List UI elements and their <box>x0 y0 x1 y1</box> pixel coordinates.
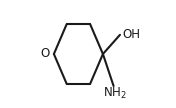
Text: OH: OH <box>122 28 140 41</box>
Text: O: O <box>41 48 50 60</box>
Text: NH$_2$: NH$_2$ <box>103 86 127 101</box>
